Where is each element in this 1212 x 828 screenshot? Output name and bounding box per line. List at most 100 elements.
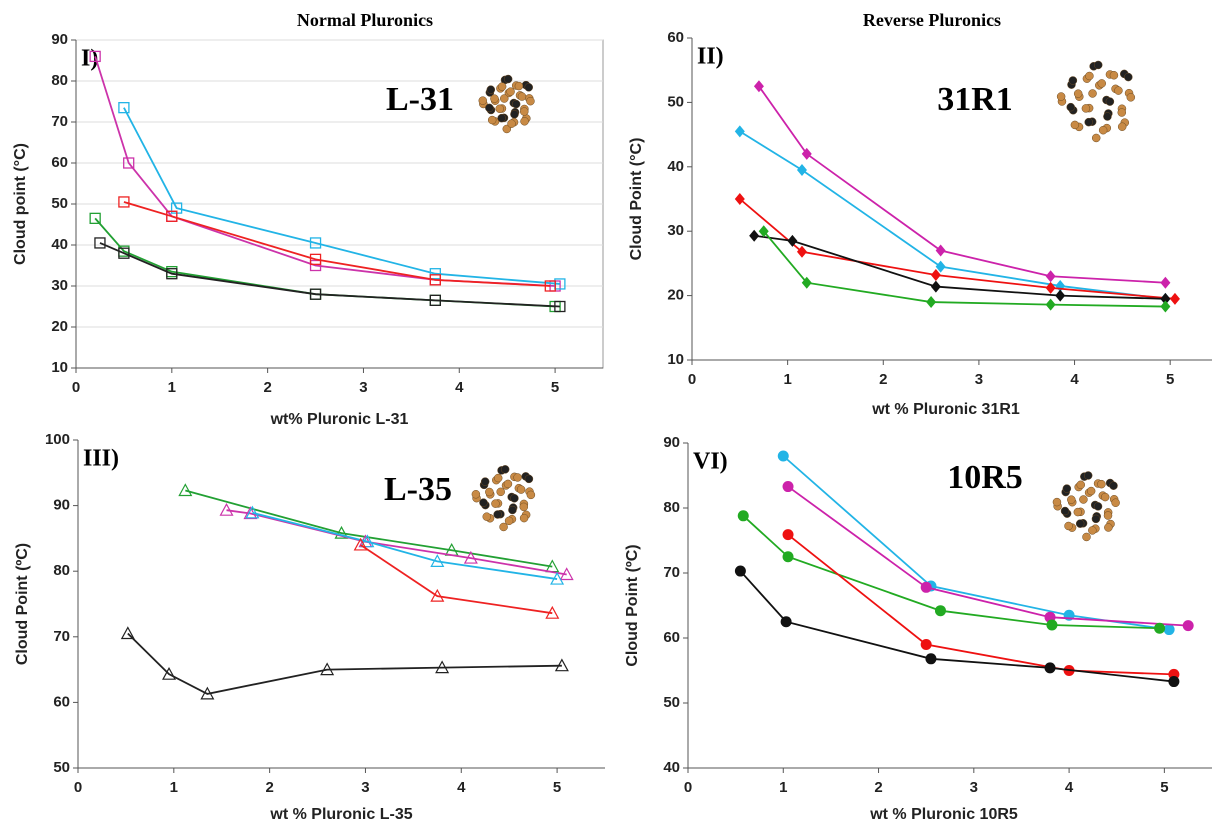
x-tick-label: 2: [874, 779, 882, 796]
molecule-bead: [519, 513, 529, 523]
y-tick-label: 80: [51, 72, 68, 89]
molecule-bead: [1064, 521, 1073, 531]
point: [429, 274, 441, 286]
molecule-bead: [1114, 86, 1123, 95]
series-line: [787, 533, 1174, 676]
point: [749, 229, 760, 242]
molecule-bead: [1075, 519, 1085, 528]
series-line: [185, 489, 553, 568]
point: [734, 193, 745, 205]
point: [200, 686, 215, 700]
y-tick-label: 20: [667, 287, 684, 304]
point: [309, 259, 322, 272]
point: [1045, 298, 1056, 311]
y-tick-label: 90: [51, 31, 68, 48]
point: [334, 525, 349, 539]
y-tick-label: 60: [51, 154, 68, 171]
x-tick-label: 0: [688, 371, 696, 388]
point: [935, 260, 946, 273]
molecule-bead: [514, 81, 524, 91]
x-tick-label: 2: [265, 779, 273, 796]
point: [737, 510, 749, 522]
x-tick-label: 1: [168, 379, 176, 396]
y-tick-label: 10: [667, 351, 684, 368]
point: [429, 294, 441, 307]
x-axis-label: wt % Pluronic 31R1: [871, 401, 1020, 418]
point: [245, 505, 260, 519]
point: [94, 237, 106, 249]
molecule-bead: [471, 490, 481, 499]
molecule-bead: [1068, 76, 1078, 85]
series-line: [742, 515, 1160, 630]
point: [920, 639, 932, 650]
annotation: 10R5: [947, 459, 1023, 496]
point: [1169, 292, 1180, 305]
molecule-bead: [1066, 102, 1075, 112]
molecule-bead: [1093, 60, 1103, 70]
x-tick-label: 3: [361, 779, 369, 796]
point: [777, 450, 789, 462]
point: [780, 616, 792, 628]
point: [1163, 624, 1175, 636]
y-tick-label: 30: [51, 277, 68, 294]
point: [309, 288, 322, 300]
point: [309, 253, 322, 266]
molecule-bead: [493, 510, 502, 519]
series-line: [94, 217, 556, 308]
x-tick-label: 3: [970, 779, 978, 796]
point: [758, 225, 769, 238]
molecule-bead: [485, 487, 494, 497]
y-axis-label: Cloud Point (ºC): [14, 543, 31, 665]
molecule-bead: [506, 87, 515, 96]
point: [463, 550, 478, 564]
point: [1045, 281, 1056, 294]
annotation: L-31: [386, 81, 454, 118]
molecule-bead: [1117, 122, 1127, 131]
x-tick-label: 5: [1160, 779, 1168, 796]
point: [782, 529, 794, 541]
point: [123, 157, 135, 169]
point: [796, 245, 807, 258]
x-tick-label: 5: [553, 779, 561, 796]
y-tick-label: 80: [53, 562, 70, 579]
y-tick-label: 70: [53, 628, 70, 645]
point: [734, 565, 746, 577]
molecule-bead: [1117, 108, 1127, 117]
molecule-bead: [1105, 97, 1115, 106]
point: [118, 102, 130, 114]
series-line: [787, 485, 1189, 627]
molecule-bead: [504, 516, 514, 526]
molecule-bead: [486, 85, 496, 94]
molecule-bead: [1067, 495, 1076, 504]
series-line: [782, 455, 1170, 631]
point: [1045, 270, 1056, 283]
y-tick-label: 90: [663, 434, 680, 451]
molecule-bead: [1060, 506, 1070, 516]
x-tick-label: 4: [457, 779, 466, 796]
panel-title: Normal Pluronics: [297, 10, 433, 30]
point: [1168, 676, 1180, 688]
molecule-bead: [1086, 486, 1096, 496]
point: [554, 300, 566, 313]
point: [360, 534, 375, 548]
point: [550, 571, 565, 585]
x-axis-label: wt % Pluronic 10R5: [869, 806, 1018, 823]
series-line: [99, 242, 560, 308]
y-tick-label: 60: [663, 629, 680, 646]
series-line: [754, 234, 1166, 300]
molecule-bead: [1081, 104, 1091, 113]
x-tick-label: 4: [1070, 371, 1079, 388]
molecule-bead: [479, 498, 488, 507]
panel-label: III): [83, 446, 119, 472]
molecule-bead: [519, 502, 529, 512]
point: [545, 605, 560, 619]
molecule-bead: [485, 103, 494, 113]
point: [1160, 300, 1171, 313]
molecule-bead: [507, 119, 516, 128]
x-tick-label: 1: [783, 371, 791, 388]
molecule-bead: [526, 490, 536, 500]
molecule-bead: [1097, 479, 1106, 489]
point: [801, 276, 812, 289]
point: [219, 502, 234, 516]
